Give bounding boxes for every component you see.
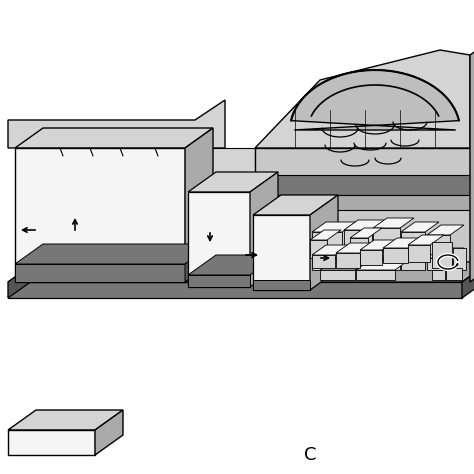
- Polygon shape: [401, 250, 439, 260]
- Polygon shape: [15, 128, 213, 148]
- Polygon shape: [188, 172, 278, 192]
- Polygon shape: [188, 255, 278, 275]
- Polygon shape: [15, 148, 185, 282]
- Polygon shape: [470, 35, 474, 282]
- Polygon shape: [291, 70, 459, 130]
- Polygon shape: [15, 244, 213, 264]
- Polygon shape: [373, 258, 400, 270]
- Polygon shape: [336, 243, 374, 253]
- Polygon shape: [15, 264, 185, 282]
- Polygon shape: [401, 222, 439, 232]
- Polygon shape: [320, 270, 355, 280]
- Polygon shape: [253, 280, 310, 290]
- Polygon shape: [312, 232, 342, 255]
- Polygon shape: [453, 248, 466, 270]
- Polygon shape: [383, 238, 422, 248]
- Polygon shape: [408, 235, 444, 245]
- Polygon shape: [427, 248, 464, 258]
- Polygon shape: [344, 220, 386, 230]
- Polygon shape: [8, 410, 123, 430]
- Polygon shape: [255, 175, 470, 195]
- Polygon shape: [462, 262, 474, 298]
- Polygon shape: [310, 195, 338, 290]
- Polygon shape: [427, 235, 450, 255]
- Polygon shape: [185, 128, 213, 282]
- Polygon shape: [95, 410, 123, 455]
- Polygon shape: [427, 225, 464, 235]
- Polygon shape: [383, 248, 408, 263]
- Polygon shape: [344, 248, 386, 258]
- Polygon shape: [408, 245, 430, 262]
- Polygon shape: [8, 282, 462, 298]
- Polygon shape: [373, 218, 414, 228]
- Polygon shape: [188, 192, 250, 287]
- Polygon shape: [360, 250, 382, 265]
- Polygon shape: [312, 222, 356, 232]
- Polygon shape: [8, 262, 36, 298]
- Polygon shape: [8, 430, 95, 455]
- Polygon shape: [250, 172, 278, 287]
- Polygon shape: [312, 245, 349, 255]
- Polygon shape: [310, 240, 327, 258]
- Polygon shape: [310, 230, 341, 240]
- Polygon shape: [373, 248, 414, 258]
- Polygon shape: [255, 50, 470, 148]
- Polygon shape: [446, 268, 462, 280]
- Polygon shape: [401, 260, 425, 270]
- Polygon shape: [320, 260, 369, 270]
- Polygon shape: [188, 275, 250, 287]
- Text: C: C: [304, 446, 316, 464]
- Polygon shape: [255, 148, 470, 282]
- Polygon shape: [253, 215, 310, 290]
- Polygon shape: [356, 260, 409, 270]
- Polygon shape: [312, 258, 342, 270]
- Polygon shape: [185, 148, 255, 282]
- Polygon shape: [344, 258, 372, 270]
- Polygon shape: [312, 255, 335, 268]
- Polygon shape: [312, 248, 356, 258]
- Polygon shape: [350, 228, 382, 238]
- Polygon shape: [336, 253, 360, 268]
- Polygon shape: [253, 195, 338, 215]
- Polygon shape: [432, 270, 445, 280]
- Polygon shape: [8, 262, 474, 282]
- Polygon shape: [373, 228, 400, 255]
- Polygon shape: [401, 232, 425, 258]
- Polygon shape: [8, 100, 225, 148]
- Polygon shape: [432, 242, 452, 268]
- Polygon shape: [185, 244, 213, 282]
- Polygon shape: [427, 258, 450, 270]
- Polygon shape: [350, 238, 368, 255]
- Polygon shape: [255, 195, 470, 210]
- Polygon shape: [344, 230, 372, 255]
- Polygon shape: [360, 240, 396, 250]
- Polygon shape: [356, 270, 395, 280]
